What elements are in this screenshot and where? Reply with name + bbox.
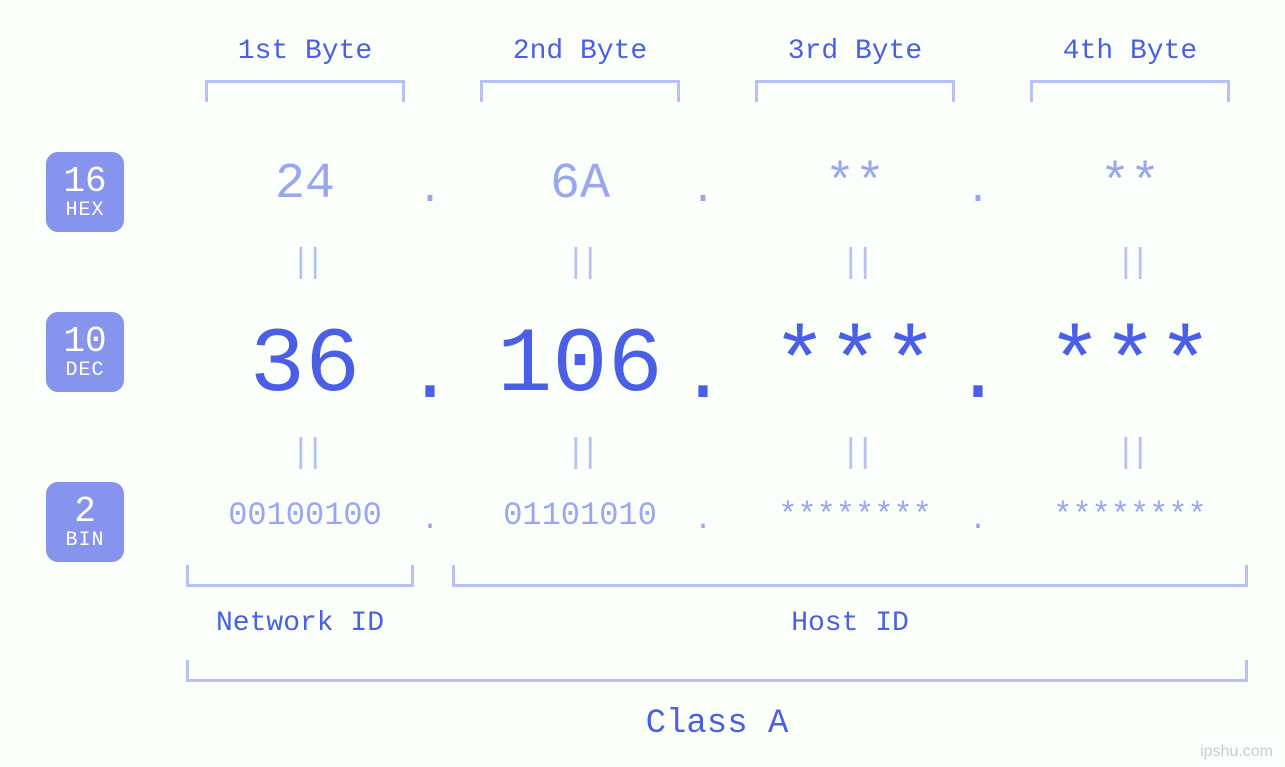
hex-byte-2: 6A <box>455 160 705 210</box>
badge-bin-label: BIN <box>65 530 104 551</box>
dec-byte-1: 36 <box>180 320 430 412</box>
bin-byte-3: ******** <box>730 500 980 532</box>
bin-dot-3: . <box>948 504 1008 538</box>
dec-dot-3: . <box>948 331 1008 422</box>
hex-dot-1: . <box>400 166 460 214</box>
byte-header-4: 4th Byte <box>1005 36 1255 67</box>
badge-bin: 2BIN <box>46 482 124 562</box>
dec-byte-3: *** <box>730 320 980 412</box>
host-id-bracket <box>452 565 1248 587</box>
badge-hex-base: 16 <box>63 163 106 201</box>
equals-hex-dec-1: || <box>285 245 325 283</box>
badge-hex: 16HEX <box>46 152 124 232</box>
network-id-label: Network ID <box>186 608 414 639</box>
equals-hex-dec-2: || <box>560 245 600 283</box>
dec-dot-1: . <box>400 331 460 422</box>
hex-dot-3: . <box>948 166 1008 214</box>
byte-bracket-top-3 <box>755 80 955 102</box>
badge-hex-label: HEX <box>65 200 104 221</box>
byte-bracket-top-1 <box>205 80 405 102</box>
byte-header-1: 1st Byte <box>180 36 430 67</box>
equals-hex-dec-3: || <box>835 245 875 283</box>
hex-dot-2: . <box>673 166 733 214</box>
badge-bin-base: 2 <box>74 493 96 531</box>
byte-header-3: 3rd Byte <box>730 36 980 67</box>
bin-byte-4: ******** <box>1005 500 1255 532</box>
hex-byte-3: ** <box>730 160 980 210</box>
watermark: ipshu.com <box>1200 743 1273 761</box>
badge-dec-label: DEC <box>65 360 104 381</box>
byte-header-2: 2nd Byte <box>455 36 705 67</box>
badge-dec: 10DEC <box>46 312 124 392</box>
equals-dec-bin-1: || <box>285 435 325 473</box>
bin-dot-1: . <box>400 504 460 538</box>
hex-byte-1: 24 <box>180 160 430 210</box>
bin-byte-1: 00100100 <box>180 500 430 532</box>
class-bracket <box>186 660 1248 682</box>
equals-hex-dec-4: || <box>1110 245 1150 283</box>
dec-dot-2: . <box>673 331 733 422</box>
class-label: Class A <box>186 705 1248 743</box>
bin-byte-2: 01101010 <box>455 500 705 532</box>
equals-dec-bin-4: || <box>1110 435 1150 473</box>
bin-dot-2: . <box>673 504 733 538</box>
equals-dec-bin-3: || <box>835 435 875 473</box>
byte-bracket-top-4 <box>1030 80 1230 102</box>
dec-byte-4: *** <box>1005 320 1255 412</box>
byte-bracket-top-2 <box>480 80 680 102</box>
dec-byte-2: 106 <box>455 320 705 412</box>
network-id-bracket <box>186 565 414 587</box>
equals-dec-bin-2: || <box>560 435 600 473</box>
host-id-label: Host ID <box>452 608 1248 639</box>
hex-byte-4: ** <box>1005 160 1255 210</box>
badge-dec-base: 10 <box>63 323 106 361</box>
